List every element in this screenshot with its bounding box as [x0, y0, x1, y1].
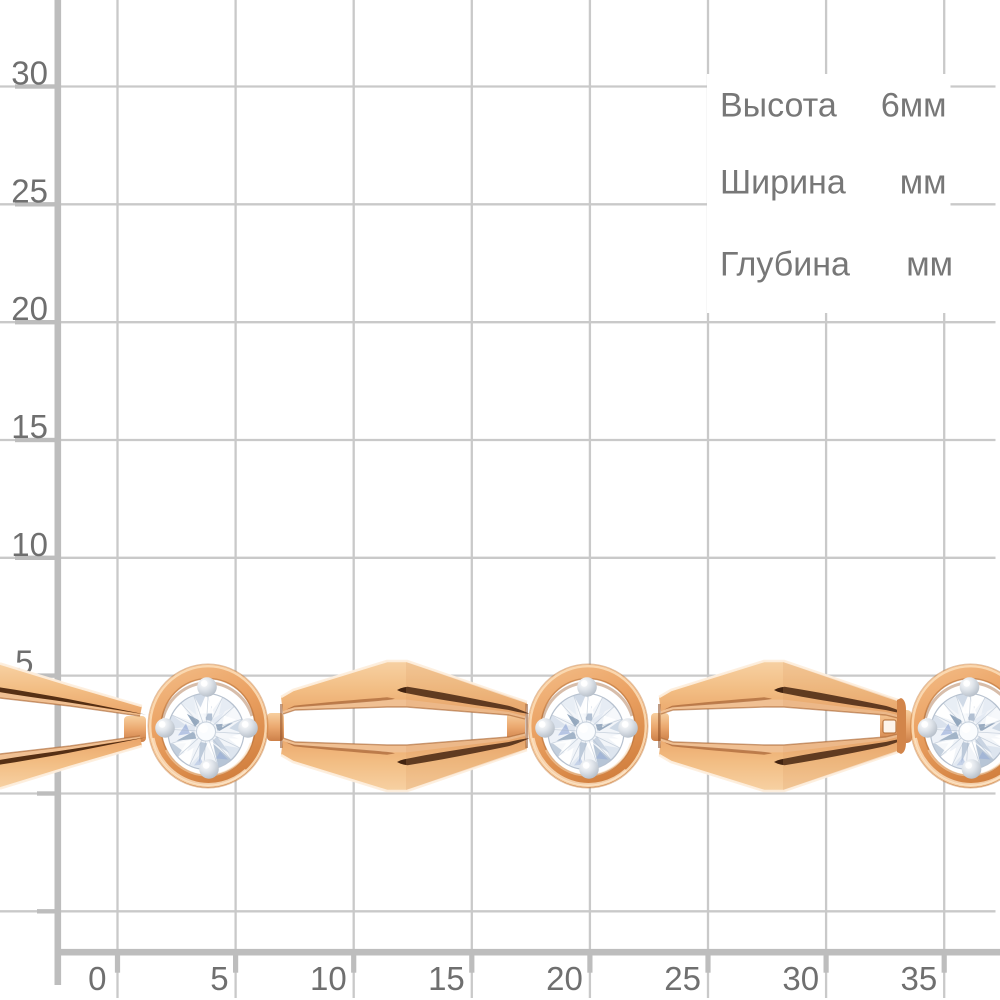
svg-text:20: 20: [546, 960, 583, 997]
svg-text:15: 15: [428, 960, 465, 997]
svg-text:0: 0: [88, 960, 106, 997]
svg-text:Ширина: Ширина: [720, 164, 846, 202]
svg-text:10: 10: [310, 960, 347, 997]
svg-text:мм: мм: [906, 246, 953, 284]
svg-text:25: 25: [11, 172, 48, 209]
svg-text:10: 10: [11, 526, 48, 563]
svg-text:35: 35: [900, 960, 937, 997]
svg-text:мм: мм: [900, 164, 947, 202]
svg-text:25: 25: [664, 960, 701, 997]
svg-text:30: 30: [782, 960, 819, 997]
svg-text:Высота: Высота: [720, 87, 837, 125]
svg-text:30: 30: [11, 55, 48, 92]
svg-text:15: 15: [11, 408, 48, 445]
svg-text:Глубина: Глубина: [720, 246, 850, 284]
svg-text:6мм: 6мм: [881, 87, 947, 125]
svg-text:5: 5: [210, 960, 228, 997]
svg-text:20: 20: [11, 290, 48, 327]
